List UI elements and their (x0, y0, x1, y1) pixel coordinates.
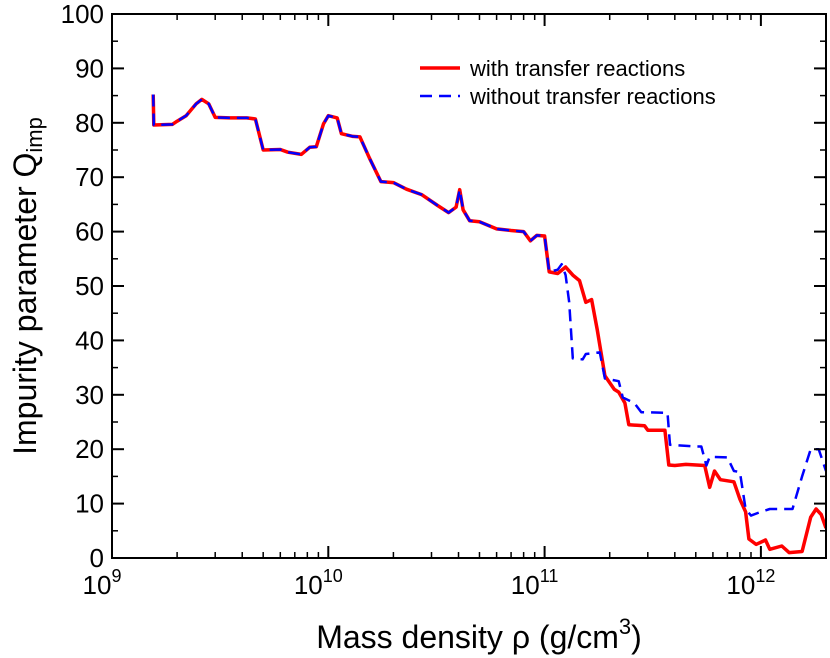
y-tick-label: 90 (75, 53, 104, 83)
x-tick-label-base: 10 (294, 570, 323, 600)
legend-label: without transfer reactions (469, 84, 716, 109)
x-axis-title-sup: 3 (619, 614, 631, 639)
x-tick-label-base: 10 (726, 570, 755, 600)
legend: with transfer reactions without transfer … (420, 56, 716, 109)
y-tick-label: 100 (61, 0, 104, 29)
y-axis-title-main: Impurity parameter Q (7, 153, 43, 455)
legend-label: with transfer reactions (469, 56, 685, 81)
x-tick-label: 1011 (511, 566, 559, 600)
x-axis-title: Mass density ρ (g/cm3) (316, 614, 642, 655)
x-tick-label-exp: 9 (111, 566, 121, 586)
x-tick-label: 109 (83, 566, 122, 600)
y-tick-label: 0 (90, 543, 104, 573)
x-axis-title-tail: ) (631, 619, 642, 655)
x-axis-title-main: Mass density ρ (g/cm (316, 619, 619, 655)
y-tick-label: 80 (75, 108, 104, 138)
y-axis-title: Impurity parameter Qimp (7, 117, 47, 455)
x-tick-label: 1012 (726, 566, 775, 600)
x-tick-label-base: 10 (511, 570, 540, 600)
y-axis-title-sub: imp (22, 117, 47, 152)
y-tick-label: 40 (75, 325, 104, 355)
x-tick-label-base: 10 (83, 570, 112, 600)
x-tick-label-exp: 12 (755, 566, 775, 586)
series-line-with-transfer (151, 94, 826, 555)
ticks-layer (111, 13, 827, 559)
y-tick-label: 20 (75, 434, 104, 464)
y-tick-label: 10 (75, 489, 104, 519)
x-tick-label-exp: 10 (323, 566, 343, 586)
x-tick-label-exp: 11 (540, 566, 559, 586)
series-line-without-transfer (151, 94, 826, 517)
y-tick-label: 50 (75, 271, 104, 301)
series-layer (151, 94, 826, 555)
y-tick-label: 70 (75, 162, 104, 192)
y-tick-label: 30 (75, 380, 104, 410)
x-tick-label: 1010 (294, 566, 343, 600)
y-tick-label: 60 (75, 217, 104, 247)
